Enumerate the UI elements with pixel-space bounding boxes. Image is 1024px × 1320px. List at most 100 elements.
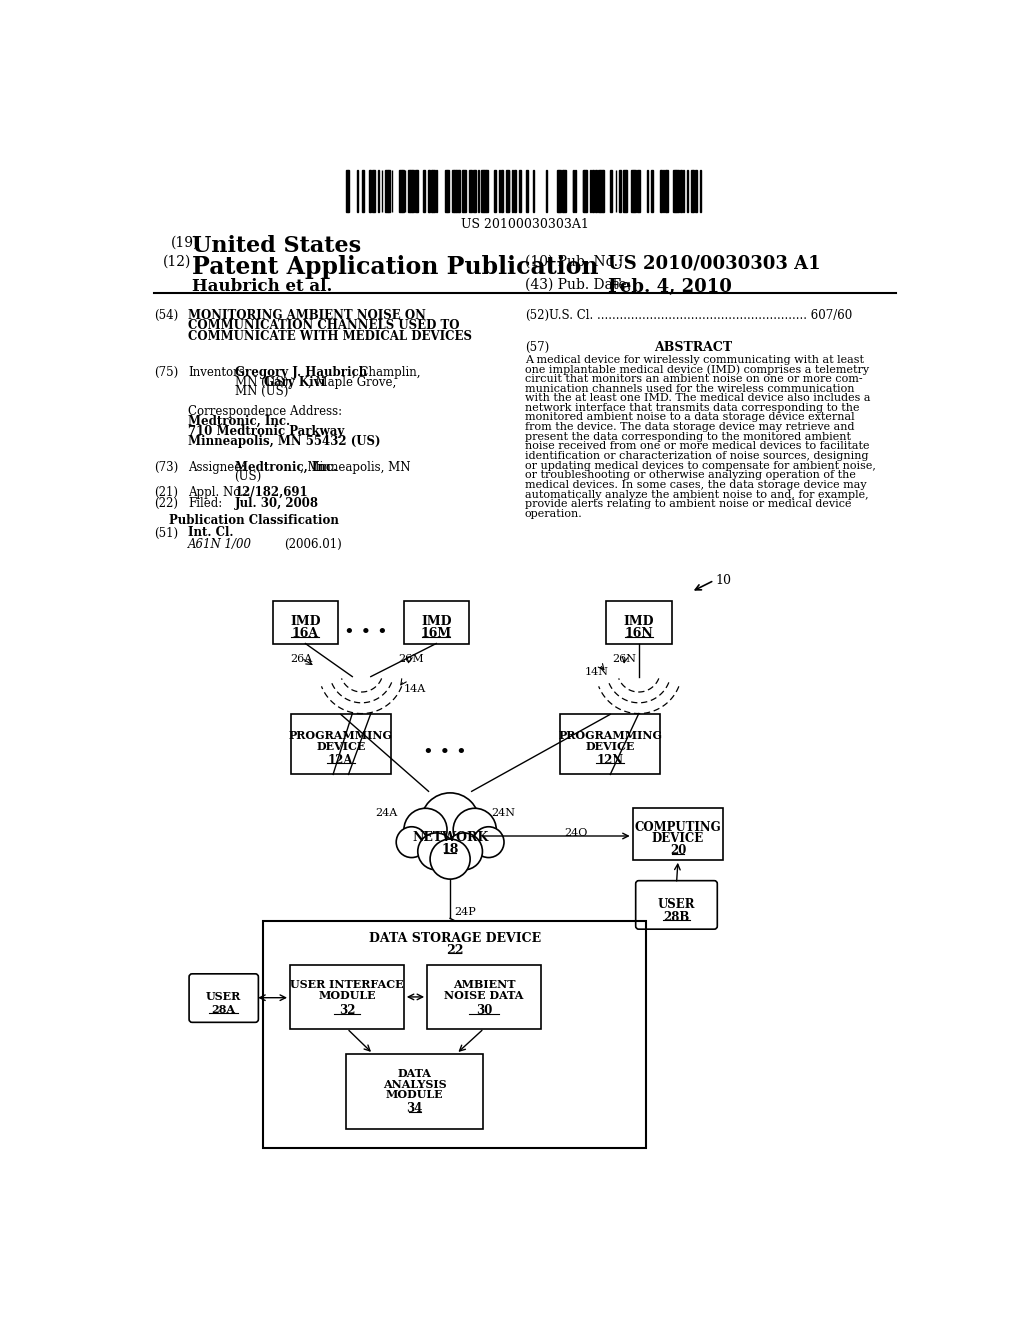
Text: 16N: 16N [625, 627, 653, 640]
Bar [388, 170, 390, 213]
Text: USER INTERFACE: USER INTERFACE [290, 979, 403, 990]
Text: Appl. No.:: Appl. No.: [188, 486, 248, 499]
Circle shape [430, 840, 470, 879]
Text: Minneapolis, MN 55432 (US): Minneapolis, MN 55432 (US) [188, 434, 381, 447]
Text: (US): (US) [234, 470, 262, 483]
Bar [651, 170, 652, 213]
Text: (2006.01): (2006.01) [285, 539, 342, 550]
Text: (21): (21) [154, 486, 177, 499]
Bar [291, 714, 391, 775]
Text: 20: 20 [670, 845, 686, 858]
Bar [432, 170, 435, 213]
Circle shape [473, 826, 504, 858]
Bar [399, 170, 401, 213]
Bar [563, 170, 565, 213]
Text: 32: 32 [339, 1003, 355, 1016]
Bar [263, 921, 646, 1148]
Text: 26N: 26N [612, 655, 637, 664]
Text: provide alerts relating to ambient noise or medical device: provide alerts relating to ambient noise… [524, 499, 851, 510]
Bar [595, 170, 597, 213]
Text: ABSTRACT: ABSTRACT [653, 341, 732, 354]
Text: 28B: 28B [664, 911, 689, 924]
Text: 12A: 12A [328, 754, 353, 767]
Text: 12N: 12N [597, 754, 624, 767]
Text: COMMUNICATE WITH MEDICAL DEVICES: COMMUNICATE WITH MEDICAL DEVICES [188, 330, 472, 343]
Text: , Champlin,: , Champlin, [352, 367, 421, 379]
Bar [473, 170, 475, 213]
Text: (51): (51) [154, 527, 178, 540]
Bar [637, 170, 640, 213]
Text: (73): (73) [154, 461, 178, 474]
Text: DEVICE: DEVICE [652, 832, 705, 845]
Bar [600, 170, 602, 213]
Text: 26A: 26A [291, 655, 313, 664]
Bar [514, 170, 516, 213]
Text: MODULE: MODULE [386, 1089, 443, 1101]
Circle shape [396, 826, 427, 858]
Bar [691, 170, 692, 213]
Text: (54): (54) [154, 309, 178, 322]
Bar [512, 170, 513, 213]
Text: identification or characterization of noise sources, designing: identification or characterization of no… [524, 451, 868, 461]
Bar [403, 601, 469, 644]
Text: 24A: 24A [376, 808, 397, 817]
Text: 24O: 24O [564, 829, 588, 838]
Text: present the data corresponding to the monitored ambient: present the data corresponding to the mo… [524, 432, 851, 442]
Text: AMBIENT: AMBIENT [453, 979, 515, 990]
Text: Publication Classification: Publication Classification [169, 515, 339, 527]
Text: A medical device for wirelessly communicating with at least: A medical device for wirelessly communic… [524, 355, 864, 364]
Text: (75): (75) [154, 367, 178, 379]
Text: IMD: IMD [624, 615, 654, 628]
Bar [560, 714, 660, 775]
Bar [624, 170, 626, 213]
Text: operation.: operation. [524, 508, 583, 519]
Text: Gregory J. Haubrich: Gregory J. Haubrich [234, 367, 367, 379]
Text: 22: 22 [446, 944, 464, 957]
Bar [584, 170, 586, 213]
Text: (57): (57) [524, 341, 549, 354]
Text: 10: 10 [716, 574, 732, 587]
Bar [592, 170, 594, 213]
Text: US 20100030303A1: US 20100030303A1 [461, 218, 589, 231]
Text: (43) Pub. Date:: (43) Pub. Date: [524, 277, 631, 292]
Bar [273, 601, 339, 644]
Text: with the at least one IMD. The medical device also includes a: with the at least one IMD. The medical d… [524, 393, 870, 403]
Text: monitored ambient noise to a data storage device external: monitored ambient noise to a data storag… [524, 412, 854, 422]
Text: circuit that monitors an ambient noise on one or more com-: circuit that monitors an ambient noise o… [524, 374, 862, 384]
Bar [290, 965, 403, 1028]
Text: from the device. The data storage device may retrieve and: from the device. The data storage device… [524, 422, 854, 432]
Bar [401, 170, 403, 213]
Text: or updating medical devices to compensate for ambient noise,: or updating medical devices to compensat… [524, 461, 876, 471]
Bar [634, 170, 637, 213]
Text: (10) Pub. No.:: (10) Pub. No.: [524, 255, 623, 269]
Bar [346, 1053, 483, 1130]
Text: MONITORING AMBIENT NOISE ON: MONITORING AMBIENT NOISE ON [188, 309, 426, 322]
Bar [674, 170, 675, 213]
Bar [410, 170, 413, 213]
Text: munication channels used for the wireless communication: munication channels used for the wireles… [524, 384, 854, 393]
Bar [475, 170, 476, 213]
Bar [453, 170, 454, 213]
Text: Gary Kivi: Gary Kivi [264, 376, 325, 388]
Bar [408, 170, 410, 213]
Bar [385, 170, 388, 213]
Text: (22): (22) [154, 498, 177, 511]
Text: Feb. 4, 2010: Feb. 4, 2010 [608, 277, 732, 296]
Bar [518, 170, 521, 213]
Bar [428, 170, 429, 213]
Circle shape [403, 808, 447, 851]
Text: MODULE: MODULE [318, 990, 376, 1001]
Text: , Maple Grove,: , Maple Grove, [307, 376, 396, 388]
Bar [501, 170, 503, 213]
Text: Patent Application Publication: Patent Application Publication [193, 255, 599, 279]
Bar [378, 170, 379, 213]
Text: (52): (52) [524, 309, 549, 322]
Bar [574, 170, 577, 213]
Bar [525, 170, 528, 213]
Text: IMD: IMD [421, 615, 452, 628]
Bar [494, 170, 497, 213]
Text: DATA: DATA [397, 1068, 432, 1078]
Text: U.S. Cl. ........................................................ 607/60: U.S. Cl. ...............................… [549, 309, 852, 322]
Circle shape [445, 833, 482, 870]
Bar [423, 170, 425, 213]
